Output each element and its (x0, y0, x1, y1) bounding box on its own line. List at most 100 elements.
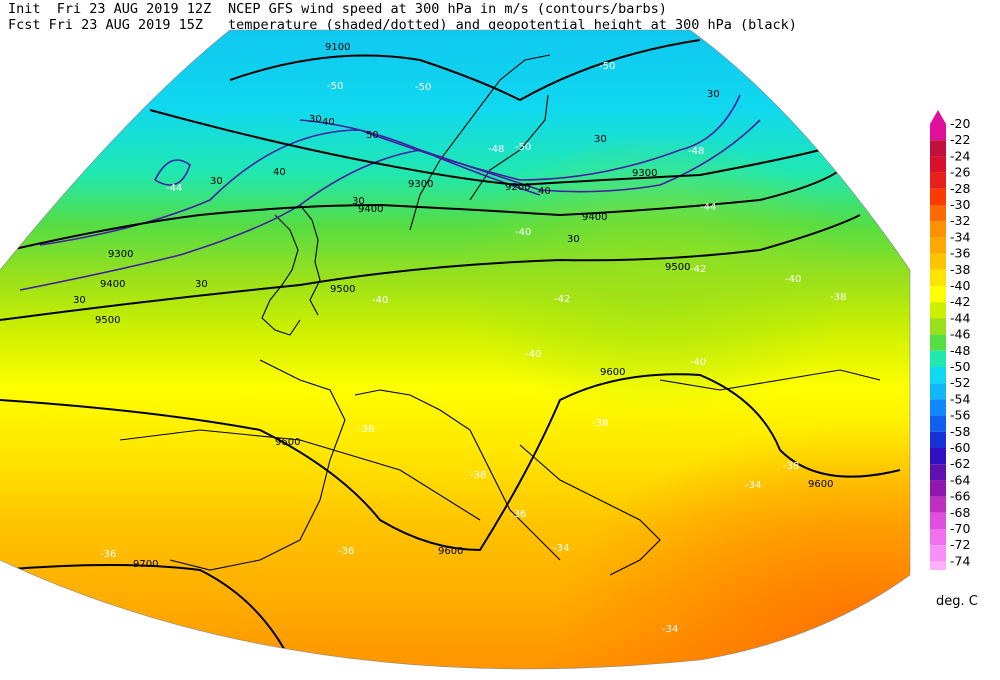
init-time: Init Fri 23 AUG 2019 12Z (8, 1, 212, 17)
cold-pool-shading (0, 30, 910, 669)
temp-label: -40 (372, 295, 388, 306)
height-label: 9300 (632, 168, 657, 179)
temp-label: -40 (785, 274, 801, 285)
legend-swatch (930, 156, 946, 173)
legend-label: -40 (950, 278, 970, 293)
temp-label: -42 (554, 294, 570, 305)
wind-label: 30 (309, 114, 322, 125)
temp-label: -48 (688, 146, 704, 157)
legend-swatch (930, 464, 946, 481)
balkan-coast (519, 444, 661, 576)
temp-label: -38 (358, 424, 374, 435)
legend-label: -62 (950, 456, 970, 471)
temp-label: -36 (100, 549, 116, 560)
header: Init Fri 23 AUG 2019 12Z Fcst Fri 23 AUG… (0, 0, 797, 80)
legend-label: -22 (950, 132, 970, 147)
wind-label: 30 (210, 176, 223, 187)
temp-label: -50 (415, 82, 431, 93)
legend-label: -38 (950, 262, 970, 277)
height-contour-9500 (0, 214, 861, 321)
legend-label: -56 (950, 408, 970, 423)
height-label: 9300 (408, 179, 433, 190)
height-label: 9400 (582, 212, 607, 223)
wind-label: 30 (352, 196, 365, 207)
height-contour-9600 (0, 373, 901, 552)
legend-swatch (930, 415, 946, 432)
legend-swatch (930, 302, 946, 319)
temp-label: -50 (515, 142, 531, 153)
height-label: 9400 (358, 204, 383, 215)
height-contour-9400 (9, 169, 841, 251)
height-contour-9300 (149, 109, 821, 187)
legend-label: -34 (950, 229, 970, 244)
height-label: 9600 (600, 367, 625, 378)
temp-label: -44 (700, 202, 716, 213)
color-legend: -20-22-24 -26-28-30-32-34 -36-38-40-42-44 -… (930, 110, 970, 570)
legend-label: -48 (950, 343, 970, 358)
legend-label: -42 (950, 294, 970, 309)
map-title-line2: temperature (shaded/dotted) and geopoten… (228, 17, 797, 33)
legend-swatch (930, 286, 946, 303)
legend-label: -30 (950, 197, 970, 212)
legend-swatch (930, 350, 946, 367)
legend-label: -28 (950, 181, 970, 196)
legend-swatch (930, 561, 946, 570)
british-isles-coast (261, 214, 301, 336)
north-africa-coast (119, 429, 481, 521)
wind-label: 50 (366, 130, 379, 141)
height-label: 9600 (808, 479, 833, 490)
wind-label: 30 (594, 134, 607, 145)
legend-label: -58 (950, 424, 970, 439)
wind-label: 40 (538, 186, 551, 197)
height-label: 9200 (505, 182, 530, 193)
coastlines (119, 54, 881, 576)
temp-label: -44 (166, 183, 182, 194)
legend-label: -24 (950, 148, 970, 163)
height-label: 9600 (438, 546, 463, 557)
height-contour-9100 (229, 39, 701, 102)
map-title-line1: NCEP GFS wind speed at 300 hPa in m/s (c… (228, 1, 667, 17)
legend-swatch (930, 448, 946, 465)
norway-coast (409, 54, 551, 231)
wind-label: 30 (195, 279, 208, 290)
height-contours (0, 39, 901, 661)
legend-swatch (930, 205, 946, 222)
legend-label: -50 (950, 359, 970, 374)
legend-swatch (930, 269, 946, 286)
wind-labels: 30 30 30 30 30 30 30 30 40 40 40 50 (73, 89, 720, 306)
legend-label: -36 (950, 246, 970, 261)
wind-label: 30 (707, 89, 720, 100)
temp-label: -40 (525, 349, 541, 360)
sweden-coast (469, 94, 549, 201)
legend-label: -68 (950, 505, 970, 520)
temp-label: -38 (592, 418, 608, 429)
wind-label: 40 (273, 167, 286, 178)
legend-swatch (930, 188, 946, 205)
legend-swatch (930, 480, 946, 497)
wind-contour-40 (39, 94, 741, 246)
height-label: 9500 (330, 284, 355, 295)
height-label: 9500 (95, 315, 120, 326)
temp-label: -40 (690, 357, 706, 368)
temp-label: -38 (470, 470, 486, 481)
legend-swatch (930, 367, 946, 384)
height-contour-9700 (0, 564, 291, 661)
legend-units: deg. C (936, 594, 978, 609)
wind-contour-30 (19, 119, 761, 291)
black-sea-coast (659, 369, 881, 391)
wind-contour-50 (299, 119, 541, 196)
temp-label: -42 (690, 264, 706, 275)
temp-label: -34 (662, 624, 678, 635)
legend-swatch (930, 140, 946, 157)
legend-label: -74 (950, 553, 970, 568)
legend-label: -46 (950, 327, 970, 342)
legend-swatch (930, 253, 946, 270)
temp-label: -40 (515, 227, 531, 238)
temp-label: -36 (338, 546, 354, 557)
height-labels: 9100 9200 9300 9300 9300 9400 9400 9400 … (95, 42, 833, 570)
legend-swatch (930, 334, 946, 351)
legend-swatch (930, 383, 946, 400)
legend-swatch (930, 318, 946, 335)
great-britain-coast (299, 204, 321, 316)
iberia-coast (169, 359, 346, 571)
